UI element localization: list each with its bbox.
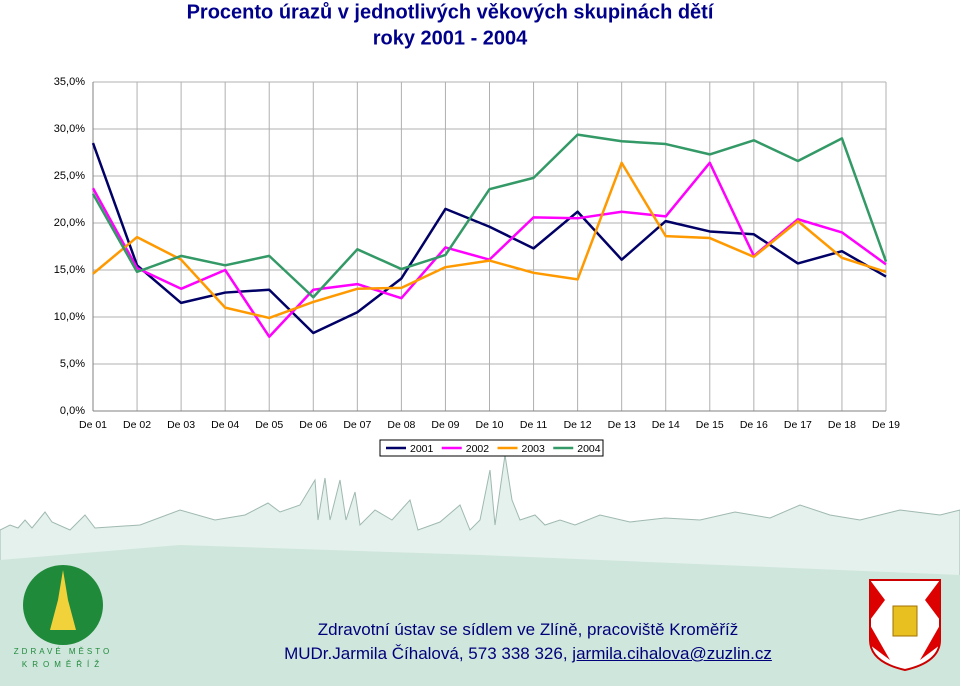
y-tick-label: 0,0% — [60, 405, 85, 417]
logo-top: ZDRAVÉ MĚSTO — [14, 647, 112, 656]
legend-box — [379, 439, 604, 457]
y-tick-label: 35,0% — [54, 76, 85, 88]
x-tick-label: De 11 — [520, 419, 547, 431]
x-tick-label: De 10 — [475, 419, 503, 431]
x-tick-label: De 16 — [740, 419, 768, 431]
x-tick-label: De 08 — [387, 419, 415, 431]
x-tick-label: De 17 — [784, 419, 812, 431]
x-tick-label: De 13 — [608, 419, 636, 431]
legend-label: 2003 — [522, 443, 546, 455]
x-tick-label: De 15 — [696, 419, 724, 431]
coat-charge — [892, 605, 918, 637]
email[interactable]: jarmila.cihalova@zuzlin.cz — [572, 644, 772, 663]
chart-subtitle: roky 2001 - 2004 — [373, 27, 528, 49]
logo-tower — [50, 570, 76, 630]
series-line — [91, 142, 887, 335]
x-tick-label: De 14 — [652, 419, 680, 431]
x-tick-label: De 05 — [255, 419, 283, 431]
chart-title: Procento úrazů v jednotlivých věkových s… — [187, 1, 715, 23]
legend-label: 2004 — [577, 443, 601, 455]
legend-label: 2002 — [466, 443, 490, 455]
x-tick-label: De 18 — [828, 419, 856, 431]
contact: MUDr.Jarmila Číhalová, 573 338 326, — [284, 644, 568, 663]
footer-band — [0, 545, 960, 686]
x-tick-label: De 01 — [79, 419, 107, 431]
y-tick-label: 20,0% — [54, 217, 85, 229]
series-line — [92, 161, 887, 320]
y-tick-label: 5,0% — [60, 358, 85, 370]
x-tick-label: De 02 — [123, 419, 151, 431]
logo-bottom: KROMĚŘÍŽ — [22, 660, 104, 669]
x-tick-label: De 03 — [167, 419, 195, 431]
x-tick-label: De 09 — [431, 419, 459, 431]
y-tick-label: 30,0% — [54, 123, 85, 135]
series-line — [91, 133, 888, 299]
x-tick-label: De 04 — [211, 419, 239, 431]
x-tick-label: De 12 — [564, 419, 592, 431]
x-tick-label: De 07 — [343, 419, 371, 431]
y-tick-label: 25,0% — [54, 170, 85, 182]
y-tick-label: 10,0% — [54, 311, 85, 323]
x-tick-label: De 19 — [872, 419, 900, 431]
institution: Zdravotní ústav se sídlem ve Zlíně, prac… — [317, 620, 739, 639]
legend-label: 2001 — [410, 443, 434, 455]
y-tick-label: 15,0% — [54, 264, 85, 276]
x-tick-label: De 06 — [299, 419, 327, 431]
contact-line: MUDr.Jarmila Číhalová, 573 338 326, jarm… — [228, 644, 828, 664]
